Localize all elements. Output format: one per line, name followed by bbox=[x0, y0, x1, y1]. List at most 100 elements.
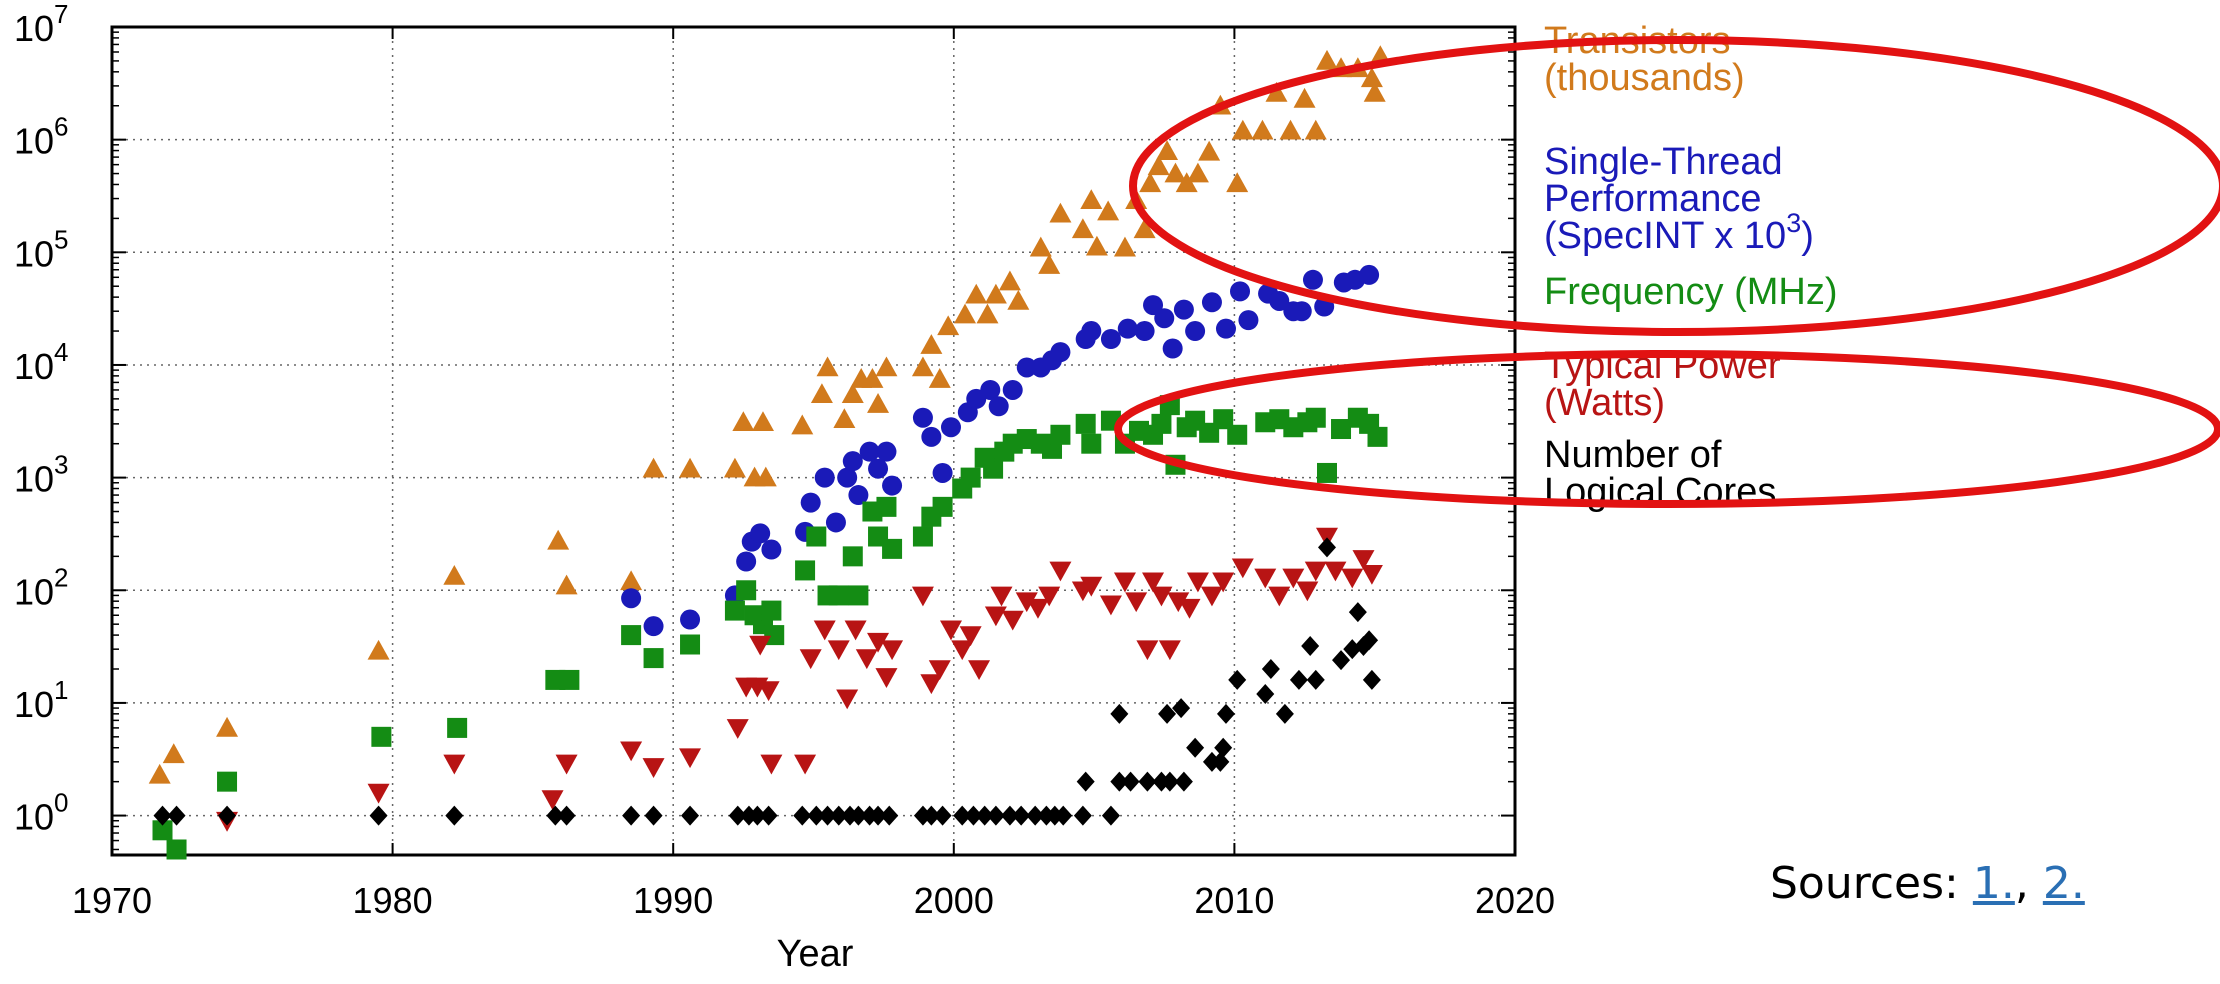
point-transistors bbox=[791, 414, 814, 435]
point-power bbox=[443, 754, 466, 775]
point-power bbox=[1026, 598, 1049, 619]
point-transistors bbox=[1279, 119, 1302, 140]
point-power bbox=[844, 620, 867, 641]
series-transistors bbox=[148, 45, 1392, 784]
point-power bbox=[875, 668, 898, 688]
point-transistors bbox=[1080, 189, 1103, 210]
point-transistors bbox=[1038, 254, 1061, 274]
point-cores bbox=[218, 805, 237, 826]
plot-frame bbox=[110, 25, 1517, 857]
y-tick-base: 10 bbox=[14, 459, 54, 500]
point-transistors bbox=[1175, 172, 1198, 193]
point-single-thread-perf bbox=[1201, 292, 1222, 313]
point-cores bbox=[829, 805, 848, 826]
point-frequency bbox=[217, 771, 238, 792]
point-frequency bbox=[876, 496, 897, 517]
point-frequency bbox=[960, 467, 981, 488]
y-tick-label: 100 bbox=[14, 788, 69, 838]
legend: Transistors(thousands)Single-ThreadPerfo… bbox=[1544, 20, 1838, 513]
point-power bbox=[1158, 640, 1181, 661]
point-transistors bbox=[833, 408, 856, 429]
y-tick-exponent: 7 bbox=[54, 0, 68, 29]
x-axis-title: Year bbox=[777, 933, 854, 975]
x-tick-label: 2000 bbox=[914, 880, 994, 921]
point-single-thread-perf bbox=[825, 512, 846, 533]
point-cores bbox=[964, 805, 983, 826]
point-frequency bbox=[1316, 462, 1337, 483]
point-frequency bbox=[621, 625, 642, 646]
point-power bbox=[760, 754, 783, 775]
point-cores bbox=[1110, 771, 1129, 792]
point-frequency bbox=[166, 839, 187, 860]
source-link-1[interactable]: 1. bbox=[1972, 858, 2015, 909]
point-transistors bbox=[1085, 235, 1108, 256]
x-tick-label: 1990 bbox=[633, 880, 713, 921]
point-transistors bbox=[867, 393, 890, 413]
point-transistors bbox=[1363, 81, 1386, 102]
point-cores bbox=[557, 805, 576, 826]
point-single-thread-perf bbox=[912, 407, 933, 428]
point-cores bbox=[1174, 771, 1193, 792]
point-power bbox=[794, 754, 817, 775]
point-transistors bbox=[148, 763, 171, 784]
point-frequency bbox=[680, 634, 701, 655]
point-single-thread-perf bbox=[680, 609, 701, 630]
point-cores bbox=[748, 805, 767, 826]
point-transistors bbox=[732, 411, 755, 432]
point-single-thread-perf bbox=[1162, 338, 1183, 359]
point-transistors bbox=[367, 639, 390, 660]
point-transistors bbox=[1304, 119, 1327, 140]
point-power bbox=[1136, 640, 1159, 661]
point-transistors bbox=[162, 743, 185, 764]
point-single-thread-perf bbox=[1359, 264, 1380, 285]
point-power bbox=[1200, 586, 1223, 607]
y-tick-base: 10 bbox=[14, 346, 54, 387]
point-single-thread-perf bbox=[842, 451, 863, 472]
y-tick-base: 10 bbox=[14, 121, 54, 162]
point-transistors bbox=[1226, 172, 1249, 193]
point-frequency bbox=[643, 648, 664, 669]
point-frequency bbox=[1367, 426, 1388, 447]
point-cores bbox=[933, 805, 952, 826]
point-single-thread-perf bbox=[1173, 299, 1194, 320]
legend-label-single-thread-perf: Single-Thread bbox=[1544, 141, 1783, 183]
point-cores bbox=[445, 805, 464, 826]
point-transistors bbox=[1147, 155, 1170, 176]
y-tick-label: 102 bbox=[14, 562, 69, 612]
point-transistors bbox=[998, 270, 1021, 291]
point-single-thread-perf bbox=[980, 379, 1001, 400]
point-transistors bbox=[723, 457, 746, 478]
point-power bbox=[1113, 572, 1136, 593]
point-single-thread-perf bbox=[1081, 321, 1102, 342]
y-tick-label: 106 bbox=[14, 112, 69, 162]
point-power bbox=[867, 632, 890, 653]
sources-prefix: Sources: bbox=[1770, 858, 1973, 909]
point-single-thread-perf bbox=[621, 588, 642, 609]
point-cores bbox=[369, 805, 388, 826]
point-single-thread-perf bbox=[736, 551, 757, 572]
point-power bbox=[1324, 561, 1347, 582]
source-link-2[interactable]: 2. bbox=[2042, 858, 2085, 909]
point-cores bbox=[1216, 703, 1235, 724]
point-frequency bbox=[983, 458, 1004, 479]
point-cores bbox=[953, 805, 972, 826]
point-cores bbox=[1073, 805, 1092, 826]
point-transistors bbox=[976, 303, 999, 324]
point-power bbox=[555, 754, 578, 775]
y-tick-label: 104 bbox=[14, 337, 69, 387]
point-transistors bbox=[1251, 119, 1274, 140]
point-transistors bbox=[861, 368, 884, 388]
point-transistors bbox=[920, 334, 943, 354]
point-single-thread-perf bbox=[1134, 321, 1155, 342]
point-transistors bbox=[965, 283, 988, 304]
point-cores bbox=[986, 805, 1005, 826]
x-tick-label: 1970 bbox=[72, 880, 152, 921]
point-transistors bbox=[1186, 162, 1209, 183]
point-power bbox=[813, 620, 836, 641]
point-power bbox=[951, 640, 974, 661]
point-power bbox=[1142, 572, 1165, 593]
point-transistors bbox=[1231, 119, 1254, 140]
point-transistors bbox=[928, 368, 951, 388]
series-single-thread-perf bbox=[621, 264, 1380, 637]
y-tick-label: 103 bbox=[14, 450, 69, 500]
